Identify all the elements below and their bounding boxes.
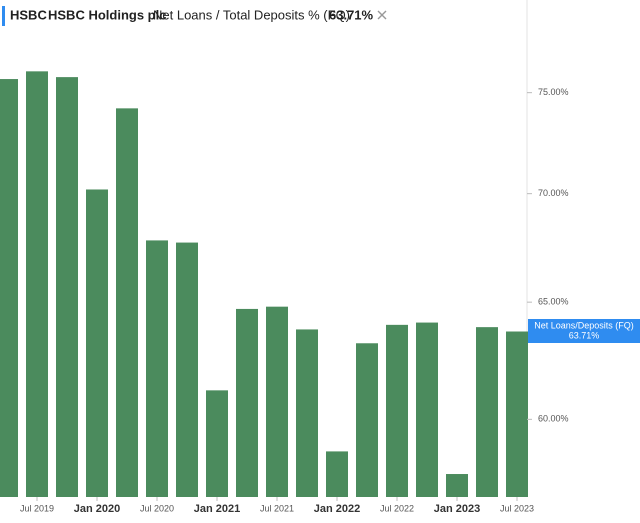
header-value: 63.71% xyxy=(329,7,374,22)
legend-box xyxy=(0,3,395,29)
y-tick-label: 70.00% xyxy=(538,188,569,198)
bar xyxy=(146,240,168,497)
bar xyxy=(236,308,258,497)
bar xyxy=(446,474,468,497)
x-tick-label: Jul 2019 xyxy=(20,503,54,513)
bar xyxy=(386,324,408,497)
bar xyxy=(506,331,528,497)
ticker: HSBC xyxy=(10,7,47,22)
y-tick-label: 65.00% xyxy=(538,297,569,307)
bar xyxy=(266,306,288,497)
tag-series-name: Net Loans/Deposits (FQ) xyxy=(534,320,634,330)
bar xyxy=(326,451,348,497)
bar xyxy=(0,79,18,497)
bar xyxy=(56,77,78,498)
x-tick-label: Jul 2021 xyxy=(260,503,294,513)
bar xyxy=(356,343,378,497)
x-tick-label: Jan 2020 xyxy=(74,503,120,515)
x-tick-label: Jan 2021 xyxy=(194,503,240,515)
x-tick-label: Jul 2020 xyxy=(140,503,174,513)
bar xyxy=(296,329,318,497)
bar xyxy=(86,189,108,497)
last-value-tag xyxy=(528,319,640,343)
bar xyxy=(476,327,498,497)
bar xyxy=(176,242,198,497)
tag-value: 63.71% xyxy=(569,330,600,340)
y-tick-label: 60.00% xyxy=(538,414,569,424)
chart-title: Net Loans / Total Deposits % (FQ) xyxy=(153,7,350,22)
x-tick-label: Jan 2023 xyxy=(434,503,480,515)
x-tick-label: Jan 2022 xyxy=(314,503,360,515)
bar xyxy=(26,71,48,497)
bar xyxy=(206,390,228,497)
legend-accent xyxy=(2,6,5,26)
company: HSBC Holdings plc xyxy=(48,7,166,22)
plot xyxy=(0,71,528,498)
x-tick-label: Jul 2023 xyxy=(500,503,534,513)
x-tick-label: Jul 2022 xyxy=(380,503,414,513)
bar xyxy=(416,322,438,497)
close-button[interactable] xyxy=(377,10,387,20)
bar xyxy=(116,108,138,498)
y-tick-label: 75.00% xyxy=(538,87,569,97)
